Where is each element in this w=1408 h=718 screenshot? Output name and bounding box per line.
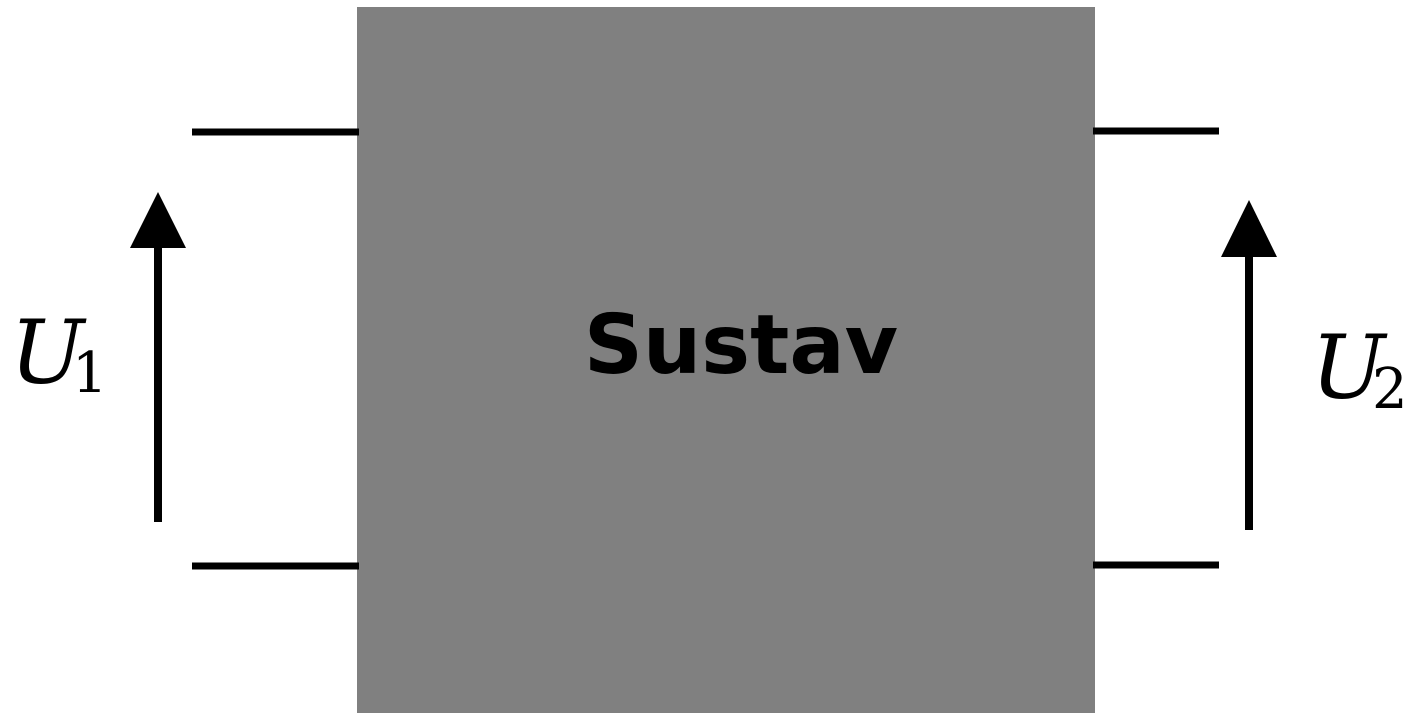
- system-label: Sustav: [584, 298, 898, 393]
- output-voltage-index: 2: [1372, 357, 1408, 422]
- output-voltage-label: U 2: [1311, 316, 1408, 422]
- system-block: [357, 7, 1095, 713]
- input-arrowhead-icon: [130, 192, 186, 248]
- input-voltage-symbol: U: [10, 301, 87, 404]
- input-voltage-index: 1: [72, 341, 108, 406]
- output-arrowhead-icon: [1221, 200, 1277, 257]
- output-voltage-arrow: [1221, 200, 1277, 530]
- input-voltage-arrow: [130, 192, 186, 522]
- input-voltage-label: U 1: [10, 301, 108, 406]
- output-voltage-symbol: U: [1311, 316, 1388, 419]
